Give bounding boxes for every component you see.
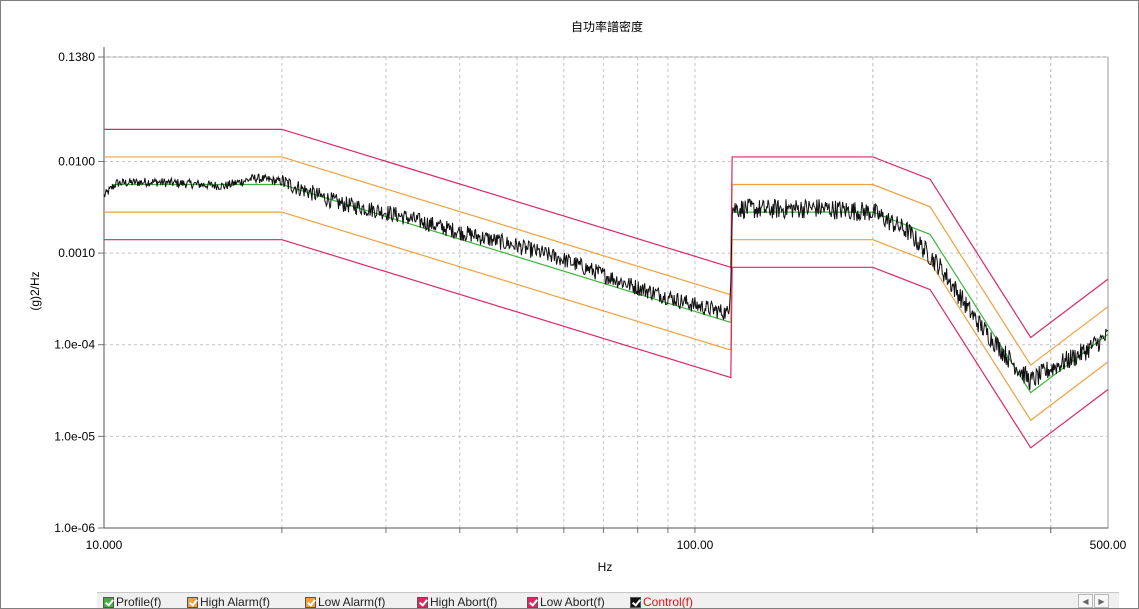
- y-tick-label: 0.0100: [58, 154, 95, 168]
- x-tick-label: 100.00: [677, 538, 714, 552]
- series-line-4: [104, 239, 1109, 449]
- legend-checkbox-icon[interactable]: [527, 596, 538, 608]
- legend-label: Profile(f): [116, 595, 162, 609]
- text-layer: 自功率譜密度 Hz (g)2/Hz 0.1380 0.0100 0.0010 1.0e…: [28, 19, 1127, 574]
- y-tick-label: 0.1380: [58, 50, 95, 64]
- legend-scroll: ◀ ▶: [1078, 594, 1109, 608]
- legend-checkbox-icon[interactable]: [630, 596, 641, 608]
- legend-checkbox-icon[interactable]: [305, 596, 316, 608]
- x-tick-label: 500.00: [1090, 538, 1127, 552]
- series-layer: [103, 128, 1109, 449]
- legend-label: High Alarm(f): [200, 595, 271, 609]
- grid-layer: [103, 56, 1109, 529]
- series-line-3: [104, 128, 1109, 339]
- series-line-5: [103, 173, 1109, 390]
- x-tick-label: 10.000: [86, 538, 123, 552]
- legend-item[interactable]: Low Alarm(f): [305, 595, 386, 609]
- legend-bar: Profile(f) High Alarm(f) Low Alarm(f) High …: [97, 592, 1119, 609]
- y-tick-label: 1.0e-06: [54, 521, 95, 535]
- legend-checkbox-icon[interactable]: [187, 596, 198, 608]
- psd-chart: 自功率譜密度 Hz (g)2/Hz 0.1380 0.0100 0.0010 1.0e…: [28, 19, 1127, 574]
- legend-checkbox-icon[interactable]: [103, 596, 114, 608]
- legend-label: Low Alarm(f): [318, 595, 386, 609]
- x-axis-label: Hz: [598, 560, 613, 574]
- scroll-right-icon[interactable]: ▶: [1094, 594, 1109, 608]
- legend-item[interactable]: High Abort(f): [417, 595, 498, 609]
- legend-label: Low Abort(f): [540, 595, 605, 609]
- legend-label: Control(f): [643, 595, 694, 609]
- axes-layer: [98, 47, 1108, 533]
- legend-item[interactable]: Control(f): [630, 595, 694, 609]
- legend-item[interactable]: Low Abort(f): [527, 595, 605, 609]
- series-line-1: [104, 156, 1109, 366]
- y-tick-label: 1.0e-04: [54, 338, 95, 352]
- scroll-left-icon[interactable]: ◀: [1078, 594, 1093, 608]
- y-tick-label: 1.0e-05: [54, 429, 95, 443]
- legend-checkbox-icon[interactable]: [417, 596, 428, 608]
- legend-item[interactable]: Profile(f): [103, 595, 162, 609]
- legend-label: High Abort(f): [430, 595, 498, 609]
- chart-title: 自功率譜密度: [571, 19, 643, 34]
- plot-area: [103, 56, 1109, 529]
- series-line-2: [104, 211, 1109, 422]
- y-axis-label: (g)2/Hz: [28, 271, 42, 310]
- y-tick-label: 0.0010: [58, 246, 95, 260]
- legend-item[interactable]: High Alarm(f): [187, 595, 271, 609]
